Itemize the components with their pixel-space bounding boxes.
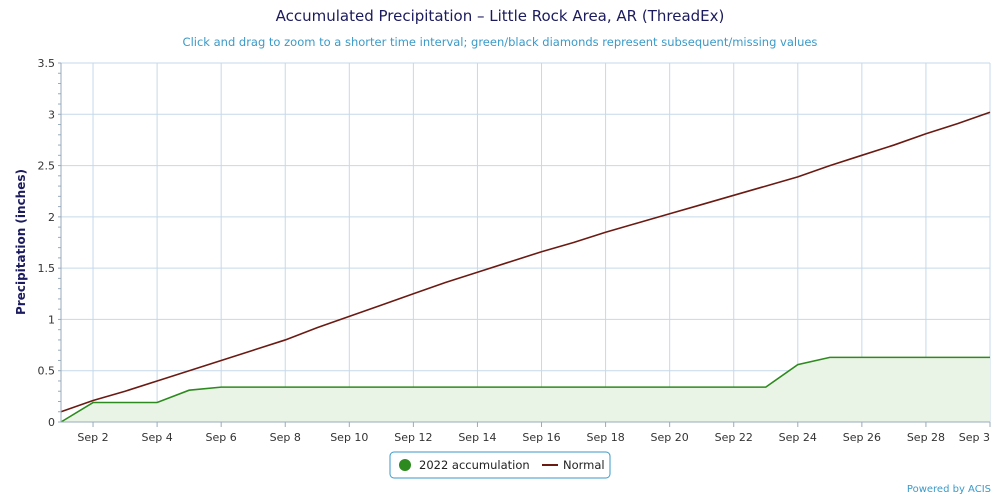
y-tick-label: 3.5 [38,57,56,70]
legend: 2022 accumulation Normal [389,451,611,479]
acis-credit-link[interactable]: Powered by ACIS [907,484,991,495]
chart-title: Accumulated Precipitation – Little Rock … [276,7,725,25]
series-normal[interactable] [60,111,991,413]
x-tick-label: Sep 4 [141,431,172,444]
x-tick-label: Sep 3 [959,431,990,444]
x-tick-label: Sep 10 [330,431,368,444]
x-tick-label: Sep 28 [907,431,945,444]
x-tick-label: Sep 14 [458,431,496,444]
x-tick-label: Sep 24 [779,431,817,444]
green-circle-icon [399,459,411,471]
legend-item-normal[interactable]: Normal [542,458,605,472]
legend-label-normal: Normal [563,458,605,472]
x-tick-label: Sep 8 [270,431,301,444]
x-tick-label: Sep 6 [206,431,237,444]
chart-subtitle: Click and drag to zoom to a shorter time… [183,35,818,49]
x-tick-label: Sep 16 [522,431,560,444]
legend-label-2022-accumulation: 2022 accumulation [419,458,530,472]
y-tick-label: 0 [48,416,55,429]
legend-box [389,451,611,479]
axes [58,62,990,423]
y-tick-label: 1.5 [38,262,56,275]
x-tick-label: Sep 12 [394,431,432,444]
y-tick-label: 2.5 [38,160,56,173]
y-axis-ticks: 0 0.5 1 1.5 2 2.5 3 3.5 [38,57,56,429]
legend-item-2022-accumulation[interactable]: 2022 accumulation [399,458,530,472]
x-tick-label: Sep 26 [843,431,881,444]
y-axis-label: Precipitation (inches) [14,169,28,315]
y-tick-label: 1 [48,313,55,326]
y-tick-label: 2 [48,211,55,224]
x-tick-label: Sep 2 [77,431,108,444]
x-tick-label: Sep 18 [586,431,624,444]
obs-area-fill [61,357,990,422]
x-tick-label: Sep 20 [651,431,689,444]
x-axis-ticks: Sep 2 Sep 4 Sep 6 Sep 8 Sep 10 Sep 12 Sep 14 Se… [77,422,991,444]
obs-series-line[interactable] [60,356,990,423]
y-tick-label: 0.5 [38,365,56,378]
series-2022-accumulation[interactable] [60,356,990,423]
x-tick-label: Sep 22 [715,431,753,444]
normal-series-line[interactable] [60,111,991,413]
y-tick-label: 3 [48,108,55,121]
